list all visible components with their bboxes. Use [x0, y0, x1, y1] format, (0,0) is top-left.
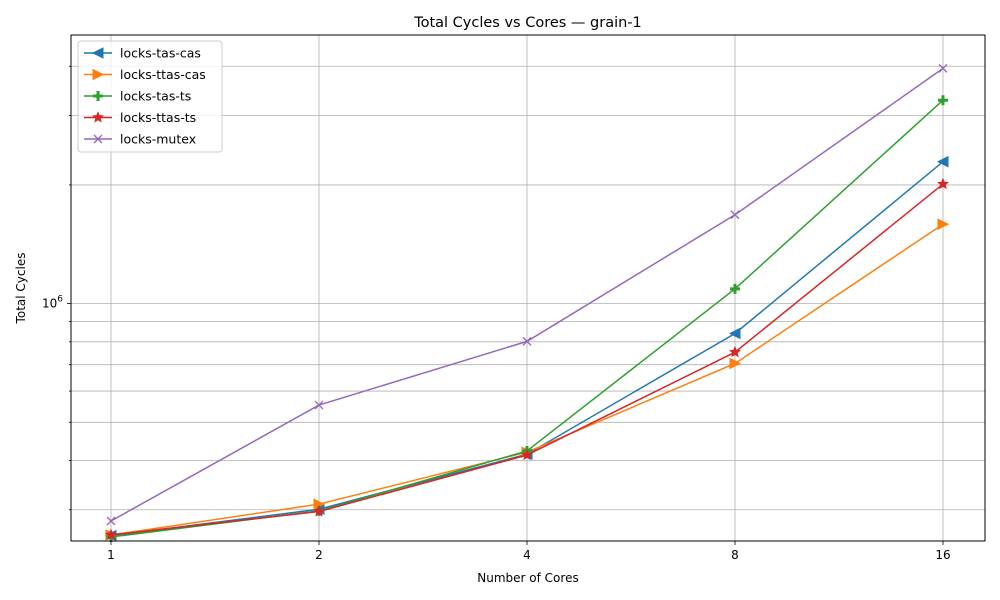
chart-title: Total Cycles vs Cores — grain-1: [413, 15, 642, 31]
data-point: [522, 336, 532, 346]
x-tick-label: 16: [935, 548, 950, 562]
data-point: [313, 505, 325, 517]
data-point: [728, 327, 741, 340]
data-point: [730, 210, 740, 220]
legend-label: locks-ttas-cas: [120, 67, 206, 82]
data-point: [106, 516, 116, 526]
plot-frame: [70, 34, 986, 542]
data-point: [936, 155, 949, 168]
data-point: [728, 345, 742, 358]
legend-item: locks-mutex: [84, 132, 196, 147]
legend-marker: [93, 134, 103, 144]
data-point: [729, 357, 742, 370]
legend-label: locks-ttas-ts: [120, 110, 196, 125]
legend-marker: [93, 91, 103, 101]
data-point: [937, 177, 949, 190]
legend-item: locks-tas-ts: [84, 89, 191, 104]
data-point: [938, 95, 948, 106]
y-axis-label: Total Cycles: [14, 253, 28, 325]
legend-label: locks-mutex: [120, 132, 196, 147]
data-point: [105, 528, 117, 541]
data-point: [520, 448, 534, 461]
series-locks-ttas-ts: [105, 177, 949, 541]
series-layer: [104, 63, 950, 542]
data-point: [730, 283, 740, 294]
legend-label: locks-tas-ts: [120, 89, 191, 104]
legend-marker: [92, 68, 105, 81]
data-point: [314, 400, 324, 410]
x-tick-label: 2: [315, 548, 323, 562]
y-tick-label: 106: [42, 295, 63, 311]
legend-item: locks-ttas-ts: [84, 110, 196, 125]
x-axis-label: Number of Cores: [477, 571, 578, 585]
x-tick-label: 4: [523, 548, 531, 562]
legend-marker: [92, 111, 104, 123]
series-locks-mutex: [106, 63, 948, 526]
legend-item: locks-ttas-cas: [84, 67, 206, 82]
x-tick-label: 1: [107, 548, 115, 562]
legend: locks-tas-cas locks-ttas-cas locks-tas-ts l…: [77, 40, 223, 153]
legend-marker: [91, 47, 104, 59]
legend-frame: [77, 40, 223, 153]
data-point: [937, 218, 950, 231]
axis-ticks: 1 2 4 8 16 106: [42, 65, 951, 562]
legend-label: locks-tas-cas: [120, 46, 201, 61]
legend-item: locks-tas-cas: [84, 46, 201, 61]
x-tick-label: 8: [731, 548, 739, 562]
data-point: [938, 63, 948, 73]
